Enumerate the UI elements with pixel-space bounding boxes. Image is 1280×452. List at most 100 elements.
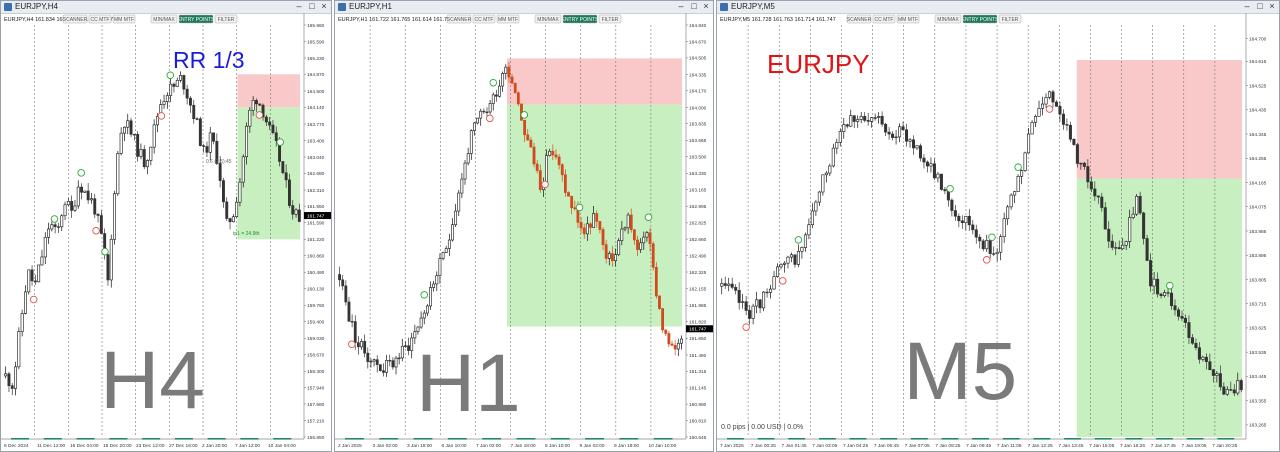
- buy-signal-icon: [420, 291, 428, 299]
- candle-body: [651, 243, 655, 268]
- window-title: EURJPY,M5: [731, 2, 775, 11]
- chart-h1[interactable]: H1 EURJPY,H1 161.722 161.765 161.614 161.…: [335, 13, 713, 451]
- candle-body: [727, 283, 731, 286]
- close-icon[interactable]: ×: [703, 1, 709, 11]
- candle-body: [73, 205, 77, 211]
- toolbar-button-label[interactable]: FILTER: [218, 17, 235, 23]
- close-icon[interactable]: ×: [1269, 1, 1275, 11]
- candle-body: [119, 132, 123, 154]
- candle-body: [37, 264, 41, 283]
- candle-body: [254, 100, 258, 105]
- session-bar: [1156, 438, 1173, 440]
- price-tick-label: 163.400: [307, 139, 325, 145]
- toolbar-button-label[interactable]: FILTER: [602, 17, 619, 23]
- maximize-icon[interactable]: □: [1257, 1, 1263, 11]
- window-titlebar[interactable]: EURJPY,M5 – □ ×: [717, 1, 1279, 14]
- chart-window-h1[interactable]: EURJPY,H1 – □ × H1 EURJPY,H1 161.722 161.…: [334, 0, 714, 452]
- sell-signal-icon: [157, 112, 166, 120]
- minimize-icon[interactable]: –: [1244, 1, 1250, 11]
- time-tick-label: 9 Jan 18:00: [614, 443, 639, 449]
- minimize-icon[interactable]: –: [296, 1, 302, 11]
- candle-body: [999, 236, 1003, 253]
- maximize-icon[interactable]: □: [309, 1, 315, 11]
- candle-body: [1100, 196, 1104, 208]
- session-bar: [142, 438, 161, 440]
- candle-body: [491, 94, 495, 104]
- minimize-icon[interactable]: –: [678, 1, 684, 11]
- candle-body: [1176, 309, 1181, 317]
- toolbar-button: [214, 14, 238, 24]
- session-bar: [240, 438, 259, 440]
- toolbar-button-label[interactable]: ENTRY POINTS: [562, 17, 599, 23]
- toolbar-button-label[interactable]: MM MTF: [114, 17, 134, 23]
- time-tick-label: 7 Jan 11:05: [997, 443, 1022, 449]
- toolbar-button-label[interactable]: ENTRY POINTS: [178, 17, 215, 23]
- toolbar-button-label[interactable]: MM MTF: [498, 17, 518, 23]
- toolbar-button-label[interactable]: ENTRY POINTS: [962, 17, 999, 23]
- candle-body: [132, 134, 136, 136]
- chart-h4[interactable]: H4 RR 1/3 0.6 (2.5):45 tp1 = 24.9th EURJPY,H…: [1, 13, 331, 451]
- candle-body: [488, 103, 492, 113]
- price-tick-label: 159.400: [307, 319, 325, 325]
- candle-body: [592, 213, 596, 228]
- price-tick-label: 162.995: [689, 204, 707, 210]
- toolbar-button: [846, 14, 872, 24]
- buy-signal-icon: [1166, 281, 1174, 290]
- candle-body: [397, 357, 401, 360]
- close-icon[interactable]: ×: [321, 1, 327, 11]
- price-tick-label: 163.040: [307, 155, 325, 161]
- buy-signal-icon: [101, 247, 109, 256]
- buy-signal-icon: [1014, 163, 1022, 171]
- session-bar: [1033, 438, 1051, 440]
- toolbar-button-label[interactable]: CC MTF: [875, 17, 894, 23]
- candle-body: [567, 192, 570, 197]
- candle-body: [369, 360, 373, 363]
- toolbar-button-label[interactable]: MIN/MAX: [537, 17, 559, 23]
- candle-body: [765, 291, 769, 294]
- price-tick-label: 163.835: [689, 122, 707, 128]
- maximize-icon[interactable]: □: [691, 1, 697, 11]
- candle-body: [182, 75, 186, 90]
- toolbar-button-label[interactable]: CC MTF: [475, 17, 494, 23]
- toolbar-button-label[interactable]: SCANNER: [63, 17, 88, 23]
- chart-window-h4[interactable]: EURJPY,H4 – □ × H4 RR 1/3 0.6 (2.5):45 tp1 …: [0, 0, 332, 452]
- candle-body: [169, 83, 173, 96]
- toolbar-button: [934, 14, 962, 24]
- candle-body: [287, 179, 291, 206]
- candle-body: [737, 290, 741, 303]
- candle-body: [1142, 212, 1146, 239]
- window-titlebar[interactable]: EURJPY,H4 – □ ×: [1, 1, 331, 14]
- candle-body: [856, 119, 860, 122]
- candle-body: [146, 160, 150, 168]
- candle-body: [344, 285, 348, 303]
- chart-window-m5[interactable]: EURJPY,M5 – □ × M5 EURJPY EURJPY,M5 161.72…: [716, 0, 1280, 452]
- toolbar-button-label[interactable]: MM MTF: [898, 17, 918, 23]
- candle-body: [852, 115, 856, 122]
- toolbar-button: [112, 14, 136, 24]
- toolbar-button-label[interactable]: FILTER: [1002, 17, 1019, 23]
- candle-body: [887, 131, 891, 135]
- candle-body: [142, 149, 146, 168]
- toolbar-button-label[interactable]: SCANNER: [847, 17, 872, 23]
- candle-body: [570, 195, 574, 209]
- candle-body: [1190, 337, 1194, 344]
- candle-body: [814, 201, 818, 212]
- toolbar-button-label[interactable]: CC MTF: [91, 17, 110, 23]
- candle-body: [155, 116, 159, 126]
- candle-body: [1183, 317, 1187, 323]
- chart-m5[interactable]: M5 EURJPY EURJPY,M5 161.728 161.763 161.71…: [717, 13, 1279, 451]
- toolbar-button-label[interactable]: MIN/MAX: [937, 17, 959, 23]
- candle-body: [407, 345, 410, 351]
- toolbar-button-label[interactable]: MIN/MAX: [153, 17, 175, 23]
- toolbar-button-label[interactable]: SCANNER: [447, 17, 472, 23]
- candle-body: [1152, 278, 1156, 287]
- session-bar: [516, 438, 536, 440]
- candle-body: [589, 223, 592, 228]
- price-tick-label: 163.265: [1249, 423, 1267, 429]
- time-tick-label: 7 Jan 13:45: [1058, 443, 1083, 449]
- window-titlebar[interactable]: EURJPY,H1 – □ ×: [335, 1, 713, 14]
- candle-body: [513, 82, 517, 94]
- candle-body: [1232, 389, 1236, 394]
- buy-signal-icon: [166, 71, 175, 79]
- candle-body: [27, 269, 31, 293]
